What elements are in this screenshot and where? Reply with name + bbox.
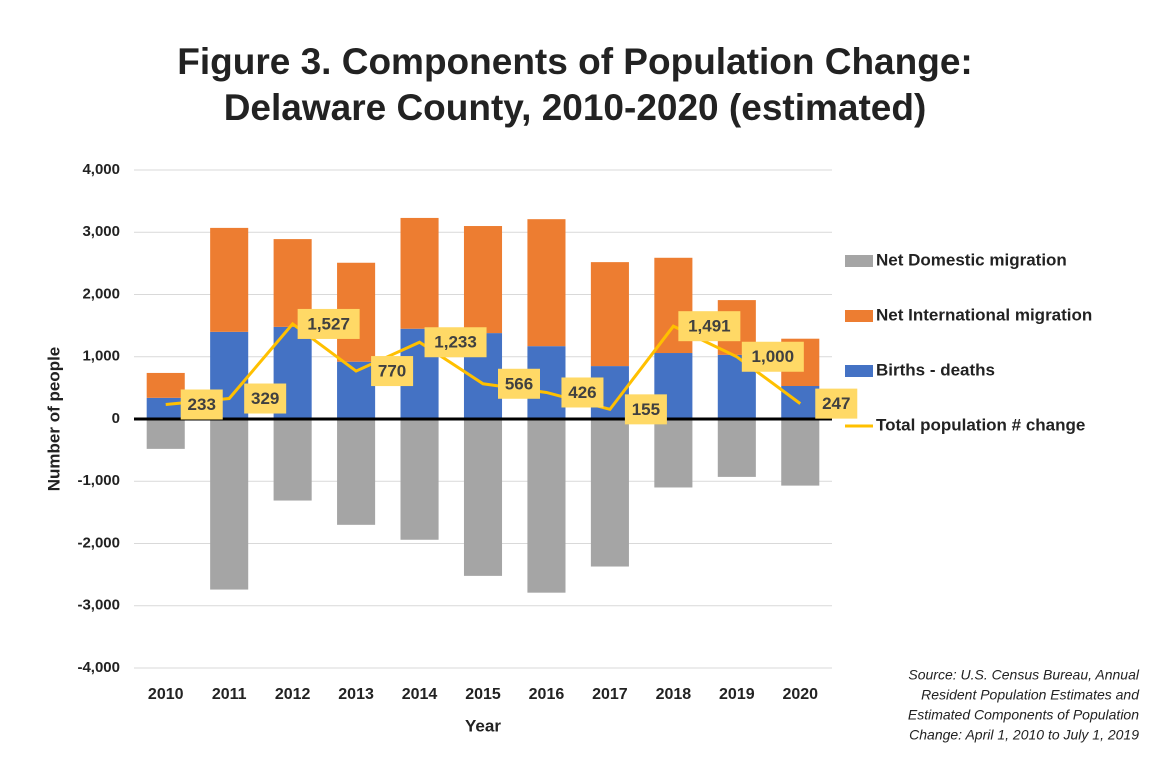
data-label: 770: [378, 362, 406, 381]
legend-swatch: [845, 255, 873, 267]
chart-title: Delaware County, 2010-2020 (estimated): [224, 87, 927, 128]
x-tick-label: 2010: [148, 686, 184, 703]
bar: [527, 419, 566, 593]
bar: [590, 419, 629, 567]
source-note: Change: April 1, 2010 to July 1, 2019: [909, 727, 1139, 743]
bar: [146, 372, 185, 398]
x-tick-label: 2014: [402, 686, 438, 703]
bar: [463, 419, 503, 576]
y-tick-label: 2,000: [82, 285, 120, 302]
legend-swatch: [845, 365, 873, 377]
x-tick-label: 2019: [719, 686, 755, 703]
y-tick-label: 1,000: [82, 348, 120, 365]
y-tick-label: -2,000: [77, 534, 120, 551]
data-label-box: [624, 394, 667, 425]
data-label: 1,527: [307, 314, 350, 333]
source-note: Estimated Components of Population: [908, 707, 1139, 723]
legend-label: Births - deaths: [876, 360, 995, 379]
bar: [717, 419, 756, 477]
x-tick-label: 2015: [465, 686, 501, 703]
source-note: Source: U.S. Census Bureau, Annual: [908, 667, 1140, 683]
data-label: 329: [251, 389, 279, 408]
data-label-box: [498, 368, 540, 399]
bar: [210, 227, 249, 332]
source-note: Resident Population Estimates and: [921, 687, 1140, 703]
legend-label: Total population # change: [876, 415, 1085, 434]
data-label: 1,233: [434, 333, 477, 352]
y-tick-label: 4,000: [82, 161, 120, 178]
data-label: 426: [568, 383, 596, 402]
x-tick-label: 2017: [592, 686, 628, 703]
data-label-box: [371, 356, 414, 387]
data-label: 233: [188, 395, 216, 414]
legend-label: Net Domestic migration: [876, 250, 1067, 269]
bar: [527, 219, 566, 347]
y-tick-label: -1,000: [77, 472, 120, 489]
data-label-box: [297, 308, 360, 339]
data-label: 247: [822, 394, 850, 413]
x-tick-label: 2012: [275, 686, 311, 703]
bar: [463, 226, 503, 334]
x-tick-label: 2011: [212, 686, 247, 703]
data-label-box: [561, 377, 604, 408]
data-label: 566: [505, 374, 533, 393]
x-tick-label: 2013: [338, 686, 374, 703]
legend-swatch: [845, 310, 873, 322]
bar: [400, 217, 439, 329]
y-tick-label: 0: [112, 410, 120, 427]
y-tick-label: -4,000: [77, 659, 120, 676]
bar: [146, 419, 185, 449]
bar: [781, 419, 820, 486]
data-label: 155: [632, 400, 660, 419]
data-label-box: [424, 327, 487, 358]
y-tick-label: -3,000: [77, 597, 120, 614]
y-axis-title: Number of people: [44, 347, 63, 492]
data-label: 1,491: [688, 317, 731, 336]
bar: [146, 397, 185, 419]
x-axis-title: Year: [465, 716, 501, 735]
bar: [654, 419, 693, 488]
y-tick-label: 3,000: [82, 223, 120, 240]
data-label: 1,000: [752, 347, 795, 366]
data-label-box: [180, 389, 223, 420]
x-tick-label: 2020: [782, 686, 818, 703]
legend-label: Net International migration: [876, 305, 1092, 324]
chart-title: Figure 3. Components of Population Chang…: [177, 41, 972, 82]
bar: [590, 262, 629, 367]
data-label-box: [815, 388, 858, 419]
data-label-box: [741, 341, 804, 372]
data-label-box: [244, 383, 287, 414]
bar: [337, 419, 376, 525]
bar: [210, 419, 249, 590]
x-tick-label: 2016: [529, 686, 565, 703]
bar: [273, 419, 312, 501]
x-tick-label: 2018: [656, 686, 692, 703]
data-label-box: [678, 311, 741, 342]
bar: [400, 419, 439, 540]
